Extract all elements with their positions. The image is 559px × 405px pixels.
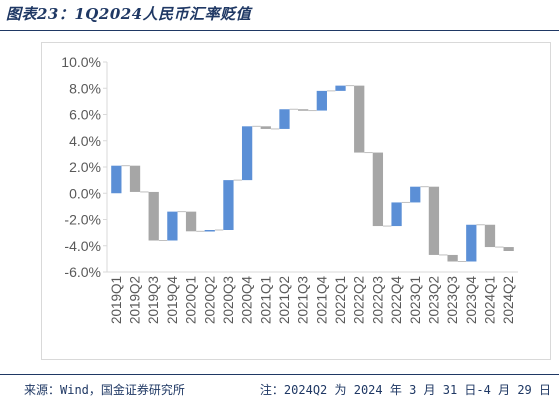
bar-2019q1	[111, 165, 122, 194]
bars-group	[111, 85, 514, 262]
x-tick-label: 2020Q1	[184, 276, 199, 324]
x-tick-label: 2020Q2	[202, 276, 217, 324]
bar-2021q4	[316, 90, 327, 111]
x-tick-label: 2023Q4	[464, 276, 479, 325]
bar-2019q2	[129, 165, 141, 192]
y-tick-label: 10.0%	[61, 54, 101, 70]
y-axis: -6.0% -4.0% -2.0% 0.0% 2.0% 4.0% 6.0% 8.0% 10.0%	[61, 54, 108, 280]
bar-2020q3	[223, 180, 234, 230]
y-tick-label: 4.0%	[69, 133, 101, 149]
footer-divider	[0, 374, 559, 375]
title-divider	[0, 30, 559, 31]
bar-2020q1	[185, 211, 197, 232]
bar-2021q1	[260, 126, 271, 129]
bar-2019q4	[167, 211, 178, 241]
y-tick-label: -6.0%	[64, 264, 101, 280]
x-tick-label: 2022Q1	[333, 276, 348, 324]
x-tick-label: 2021Q4	[314, 276, 329, 325]
bar-2020q2	[204, 230, 215, 232]
chart-frame	[41, 42, 551, 360]
y-tick-label: 6.0%	[69, 107, 101, 123]
bar-2023q4	[466, 224, 477, 262]
bar-2022q2	[354, 85, 365, 153]
bar-2024q1	[484, 224, 496, 248]
bar-2023q1	[410, 186, 421, 203]
x-tick-label: 2020Q3	[221, 276, 236, 324]
bar-2022q1	[335, 85, 346, 91]
x-tick-label: 2019Q4	[165, 276, 180, 325]
x-tick-label: 2021Q1	[258, 276, 273, 324]
x-tick-label: 2021Q2	[277, 276, 292, 324]
x-tick-label: 2024Q1	[482, 276, 497, 324]
y-tick-label: 8.0%	[69, 80, 101, 96]
bar-2023q2	[428, 186, 440, 255]
waterfall-chart: -6.0% -4.0% -2.0% 0.0% 2.0% 4.0% 6.0% 8.0% 10.0%…	[61, 54, 518, 325]
bar-2020q4	[241, 126, 253, 181]
bar-2021q2	[279, 109, 290, 129]
source-note: 来源：Wind，国金证券研究所	[24, 383, 185, 397]
bar-2019q3	[148, 191, 159, 241]
y-tick-label: -2.0%	[64, 212, 101, 228]
x-tick-label: 2022Q3	[370, 276, 385, 324]
x-tick-label: 2022Q2	[352, 276, 367, 324]
bar-2022q3	[372, 152, 384, 227]
x-tick-label: 2023Q1	[408, 276, 423, 324]
x-tick-label: 2024Q2	[501, 276, 516, 324]
bar-2022q4	[391, 202, 402, 227]
bar-2024q2	[503, 247, 514, 251]
x-tick-label: 2023Q3	[445, 276, 460, 324]
bar-2021q3	[298, 109, 309, 111]
x-tick-label: 2019Q2	[128, 276, 143, 324]
x-tick-label: 2023Q2	[426, 276, 441, 324]
x-tick-label: 2020Q4	[240, 276, 255, 325]
y-tick-label: 2.0%	[69, 159, 101, 175]
x-axis: 2019Q1 2019Q2 2019Q3 2019Q4 2020Q1 2020Q2 2020…	[107, 271, 518, 325]
x-tick-label: 2019Q1	[109, 276, 124, 324]
y-tick-label: -4.0%	[64, 238, 101, 254]
x-tick-label: 2019Q3	[146, 276, 161, 324]
bar-2023q3	[447, 254, 458, 262]
figure-title: 图表23：1Q2024人民币汇率贬值	[6, 5, 252, 23]
x-tick-label: 2022Q4	[389, 276, 404, 325]
x-tick-label: 2021Q3	[296, 276, 311, 324]
y-tick-label: 0.0%	[69, 185, 101, 201]
connectors-group	[121, 85, 504, 262]
date-range-note: 注：2024Q2 为 2024 年 3 月 31 日-4 月 29 日	[259, 383, 551, 397]
